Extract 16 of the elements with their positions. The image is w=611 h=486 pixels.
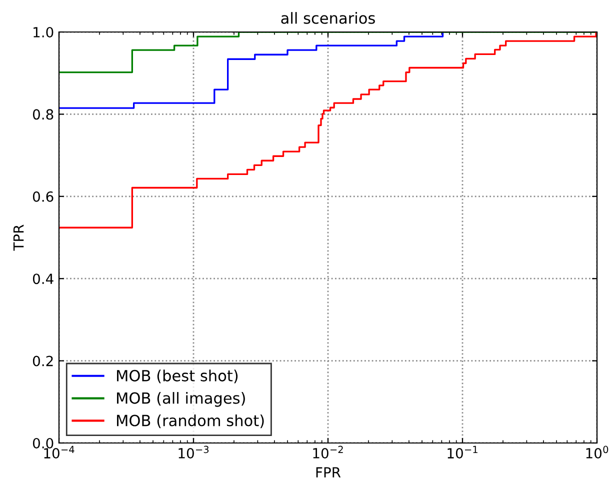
legend-label: MOB (all images): [117, 392, 245, 407]
x-tick-label: 10$^{−1}$: [448, 446, 478, 459]
x-axis-title: FPR: [316, 467, 341, 478]
y-tick-label: 0.2: [32, 356, 53, 366]
x-tick-label: 10$^{0}$: [586, 446, 608, 459]
y-tick-label: 0.8: [32, 109, 54, 120]
y-axis-title: TPR: [13, 224, 24, 251]
x-tick-label: 10$^{−2}$: [313, 446, 343, 459]
y-tick-label: 0.6: [32, 191, 54, 202]
y-tick-label: 1.0: [34, 26, 54, 38]
x-tick-label: 10$^{−3}$: [178, 446, 209, 459]
legend-label: MOB (random shot): [117, 414, 264, 428]
y-tick-label: 0.0: [32, 438, 54, 448]
y-tick-label: 0.4: [32, 274, 54, 284]
chart-title: all scenarios: [281, 12, 375, 24]
legend-label: MOB (best shot): [117, 370, 238, 384]
